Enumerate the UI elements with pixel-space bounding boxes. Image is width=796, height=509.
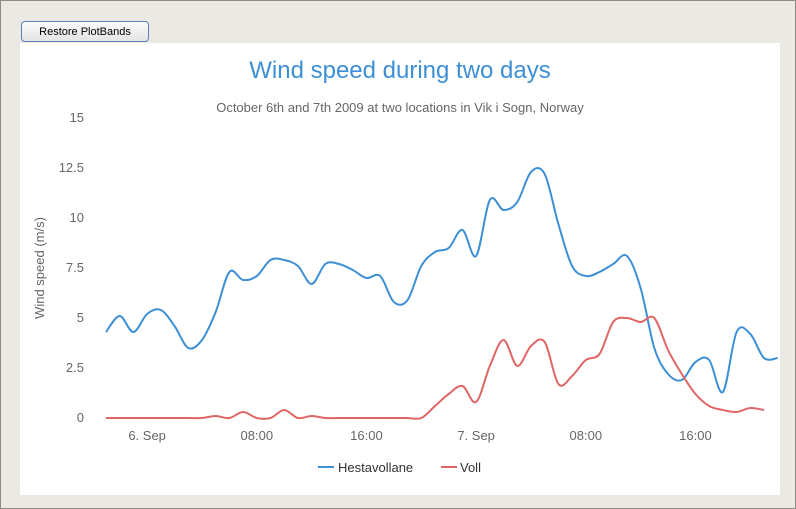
x-axis-ticks: 6. Sep 08:00 16:00 7. Sep 08:00 16:00 xyxy=(128,428,711,443)
legend: Hestavollane Voll xyxy=(318,460,481,475)
y-tick-label: 0 xyxy=(77,410,84,425)
y-tick-label: 7.5 xyxy=(66,260,84,275)
wind-speed-chart: Wind speed during two days October 6th a… xyxy=(32,57,778,475)
y-tick-label: 15 xyxy=(70,110,84,125)
y-tick-label: 2.5 xyxy=(66,360,84,375)
legend-hestavollane-label[interactable]: Hestavollane xyxy=(338,460,413,475)
y-axis-ticks: 0 2.5 5 7.5 10 12.5 15 xyxy=(59,110,84,425)
x-tick-label: 16:00 xyxy=(679,428,712,443)
hestavollane-line[interactable] xyxy=(105,166,778,394)
y-tick-label: 10 xyxy=(70,210,84,225)
chart-container: Wind speed during two days October 6th a… xyxy=(20,43,780,495)
x-tick-label: 16:00 xyxy=(350,428,383,443)
legend-voll-label[interactable]: Voll xyxy=(460,460,481,475)
x-tick-label: 08:00 xyxy=(570,428,603,443)
series-lines xyxy=(105,166,778,420)
y-tick-label: 5 xyxy=(77,310,84,325)
x-tick-label: 08:00 xyxy=(241,428,274,443)
y-axis-label: Wind speed (m/s) xyxy=(32,217,47,319)
x-tick-label: 6. Sep xyxy=(128,428,166,443)
restore-plotbands-button[interactable]: Restore PlotBands xyxy=(21,21,149,42)
y-tick-label: 12.5 xyxy=(59,160,84,175)
x-tick-label: 7. Sep xyxy=(457,428,495,443)
chart-title: Wind speed during two days xyxy=(249,57,551,84)
voll-line[interactable] xyxy=(106,315,765,420)
chart-subtitle: October 6th and 7th 2009 at two location… xyxy=(216,100,584,115)
